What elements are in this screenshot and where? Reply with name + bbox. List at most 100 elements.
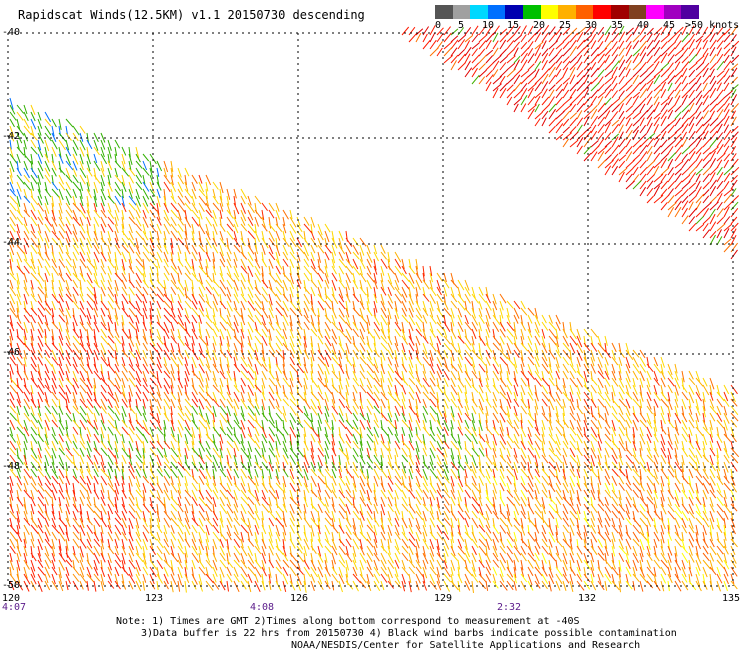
wind-barb [688,377,696,386]
wind-barb [23,279,28,290]
wind-barb [653,40,661,50]
wind-barb [401,258,405,270]
wind-barb [156,440,164,450]
wind-barb [261,328,268,338]
wind-barb [513,47,519,57]
wind-barb [23,160,29,171]
wind-barb [254,419,262,429]
wind-barb [16,188,22,200]
wind-barb [72,153,79,165]
wind-barb [590,77,599,85]
wind-barb [114,188,122,197]
wind-barb [65,118,74,128]
wind-barb [9,188,17,197]
wind-barb [499,356,508,366]
wind-barb [611,46,619,57]
wind-barb [226,195,230,206]
wind-barb [149,160,153,172]
wind-barb [86,244,91,254]
wind-barb [597,41,604,50]
wind-barb [30,111,36,122]
wind-barb [653,185,661,197]
wind-barb [485,475,492,485]
wind-barb [51,398,58,408]
wind-barb [170,237,174,249]
wind-barb [422,426,431,437]
wind-barb [72,370,78,383]
wind-barb [576,31,584,43]
wind-barb [184,286,188,299]
wind-barb [114,216,118,227]
wind-barb [23,216,28,226]
wind-barb [436,27,444,36]
wind-barb [233,230,238,241]
wind-barb [128,244,135,254]
wind-barb [16,195,21,207]
wind-barb [254,230,260,242]
wind-barb [142,188,150,200]
wind-barb [709,103,718,113]
wind-barb [100,279,107,291]
wind-barb [16,111,24,121]
wind-barb [226,223,234,232]
wind-barb [268,433,275,443]
wind-barb [625,159,635,169]
wind-barb [702,146,711,155]
wind-barb [44,139,50,152]
wind-barb [716,74,726,85]
wind-barb [44,146,48,159]
wind-barb [716,139,723,148]
wind-barb [604,62,613,71]
wind-barb [569,45,578,57]
wind-barb [184,398,193,408]
wind-barb [485,32,495,43]
wind-barb [142,286,149,296]
wind-barb [520,503,526,515]
wind-barb [170,244,174,255]
wind-barb [198,293,206,303]
wind-barb [9,174,14,184]
wind-barb [51,265,59,276]
wind-barb [688,39,695,50]
wind-barb [30,433,38,444]
wind-barb [114,272,124,283]
wind-barb [611,27,618,36]
wind-barb [163,265,170,276]
wind-barb [240,223,248,232]
wind-barb [198,188,206,197]
wind-barb [261,209,265,221]
wind-barb [674,74,683,85]
wind-barb [23,230,30,241]
wind-barb [156,195,161,208]
wind-barb [65,132,72,141]
wind-barb [380,398,386,409]
wind-barb [44,286,48,298]
wind-barb [681,109,690,120]
wind-barb [548,103,557,113]
wind-barb [688,172,697,183]
wind-barb [16,118,21,130]
wind-barb [170,223,178,233]
wind-barb [618,83,628,92]
wind-barb [16,132,23,144]
wind-barb [65,209,73,220]
wind-barb [639,144,648,155]
wind-barb [716,123,723,134]
wind-barb [366,258,372,268]
wind-barb [548,482,556,493]
wind-barb [723,28,731,36]
wind-barb [702,475,711,486]
wind-barb [632,489,640,498]
wind-barb [702,47,709,57]
wind-barb [289,251,297,260]
wind-barb [457,27,465,36]
wind-barb [296,468,304,479]
wind-barb [303,251,310,261]
wind-barb [128,258,133,270]
wind-barb [604,118,613,127]
wind-barb [527,412,535,422]
wind-barb [639,138,649,148]
wind-barb [121,244,130,254]
wind-barb [499,55,508,64]
wind-barb [583,54,590,64]
